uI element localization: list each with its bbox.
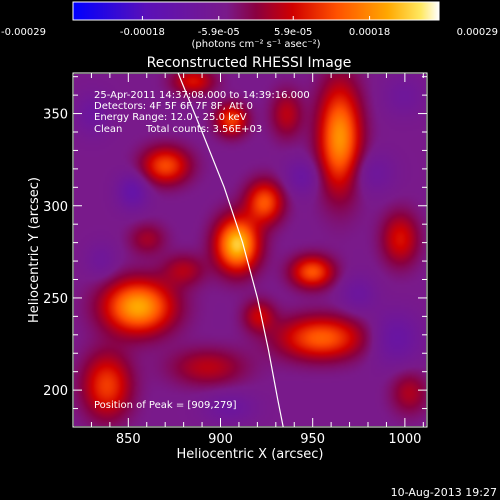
annotation-block: 25-Apr-2011 14:37:08.000 to 14:39:16.000… — [94, 90, 310, 411]
y-tick-label: 300 — [43, 200, 68, 215]
plot-area: 25-Apr-2011 14:37:08.000 to 14:39:16.000… — [43, 72, 428, 447]
y-tick-label: 350 — [43, 108, 68, 123]
colorbar-tick-label: -5.9e-05 — [198, 27, 240, 38]
solar-limb-curve — [177, 73, 284, 427]
colorbar-tick-label: -0.00018 — [120, 27, 165, 38]
annotation-peak-position: Position of Peak = [909,279] — [94, 400, 237, 411]
plot-frame — [72, 72, 428, 428]
annotation-clean: Clean — [94, 124, 122, 135]
annotation-energy-range: Energy Range: 12.0 - 25.0 keV — [94, 112, 247, 123]
x-tick-label: 950 — [300, 432, 325, 447]
annotation-time-range: 25-Apr-2011 14:37:08.000 to 14:39:16.000 — [94, 90, 310, 101]
y-tick-label: 250 — [43, 292, 68, 307]
x-axis-label: Heliocentric X (arcsec) — [177, 447, 324, 462]
colorbar-unit-label: (photons cm⁻² s⁻¹ asec⁻²) — [191, 39, 320, 50]
y-tick-label: 200 — [43, 384, 68, 399]
x-tick-label: 850 — [116, 432, 141, 447]
footer-timestamp: 10-Aug-2013 19:27 — [391, 486, 497, 499]
axis-ticks: 850 900 950 1000 200 250 300 350 — [43, 73, 427, 447]
annotation-detectors: Detectors: 4F 5F 6F 7F 8F, Att 0 — [94, 101, 253, 112]
colorbar-tick-label: 0.00018 — [349, 27, 390, 38]
x-tick-label: 900 — [208, 432, 233, 447]
colorbar-tick-label: 0.00029 — [457, 27, 498, 38]
annotation-total-counts: Total counts: 3.56E+03 — [145, 124, 262, 135]
colorbar: -0.00029 -0.00018 -5.9e-05 5.9e-05 0.00018 0.… — [1, 1, 498, 50]
colorbar-tick-label: -0.00029 — [1, 27, 46, 38]
colorbar-ticks: -0.00029 -0.00018 -5.9e-05 5.9e-05 0.00018 0.… — [1, 16, 498, 38]
x-tick-label: 1000 — [388, 432, 421, 447]
heatmap-image — [74, 74, 426, 426]
colorbar-tick-label: 5.9e-05 — [274, 27, 312, 38]
chart-title: Reconstructed RHESSI Image — [147, 55, 352, 71]
colorbar-gradient — [72, 1, 440, 21]
y-axis-label: Heliocentric Y (arcsec) — [27, 177, 42, 323]
